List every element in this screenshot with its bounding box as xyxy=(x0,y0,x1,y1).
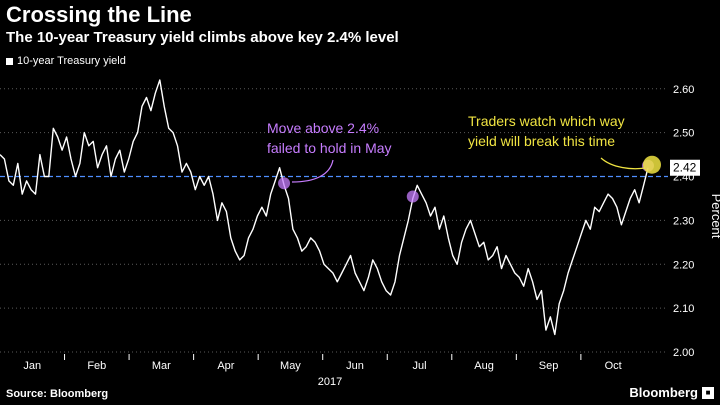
brand-mark-icon: ■ xyxy=(702,386,714,399)
annotation-purple-text: Move above 2.4% xyxy=(267,120,379,136)
y-axis-label: Percent xyxy=(709,194,720,239)
annotation-purple-text: failed to hold in May xyxy=(267,140,392,156)
x-tick-label: Oct xyxy=(605,360,622,372)
x-axis-label: 2017 xyxy=(318,376,342,388)
x-tick-label: May xyxy=(280,360,301,372)
y-tick-label: 2.30 xyxy=(673,215,694,227)
y-tick-label: 2.20 xyxy=(673,259,694,271)
x-tick-label: Aug xyxy=(474,360,494,372)
annotation-yellow-pointer xyxy=(600,157,646,170)
x-tick-label: Jan xyxy=(23,360,41,372)
annotation-yellow-text: yield will break this time xyxy=(468,133,615,149)
x-tick-label: Feb xyxy=(87,360,106,372)
last-value-badge xyxy=(670,159,700,176)
chart-title: Crossing the Line xyxy=(6,2,192,27)
brand-name: Bloomberg xyxy=(629,385,698,400)
annotation-yellow-text: Traders watch which way xyxy=(468,113,625,129)
peak-marker xyxy=(406,190,419,203)
annotation-purple-pointer xyxy=(291,159,334,183)
legend-swatch xyxy=(6,57,13,65)
x-tick-label: Mar xyxy=(152,360,171,372)
latest-marker xyxy=(643,155,661,174)
x-tick-label: Jun xyxy=(346,360,364,372)
source-note: Source: Bloomberg xyxy=(6,388,109,400)
legend-label: 10-year Treasury yield xyxy=(17,55,126,67)
peak-marker xyxy=(278,177,291,190)
brand-logo: Bloomberg ■ xyxy=(629,385,714,400)
chart-subtitle: The 10-year Treasury yield climbs above … xyxy=(6,29,399,46)
x-tick-label: Sep xyxy=(539,360,559,372)
yield-series-line xyxy=(0,79,649,336)
x-tick-label: Jul xyxy=(412,360,426,372)
last-value-label: 2.42 xyxy=(673,161,697,175)
y-tick-label: 2.50 xyxy=(673,128,694,140)
y-tick-label: 2.10 xyxy=(673,303,694,315)
legend: 10-year Treasury yield xyxy=(6,55,126,67)
y-tick-label: 2.00 xyxy=(673,347,694,359)
x-tick-label: Apr xyxy=(217,360,234,372)
y-tick-label: 2.60 xyxy=(673,84,694,96)
